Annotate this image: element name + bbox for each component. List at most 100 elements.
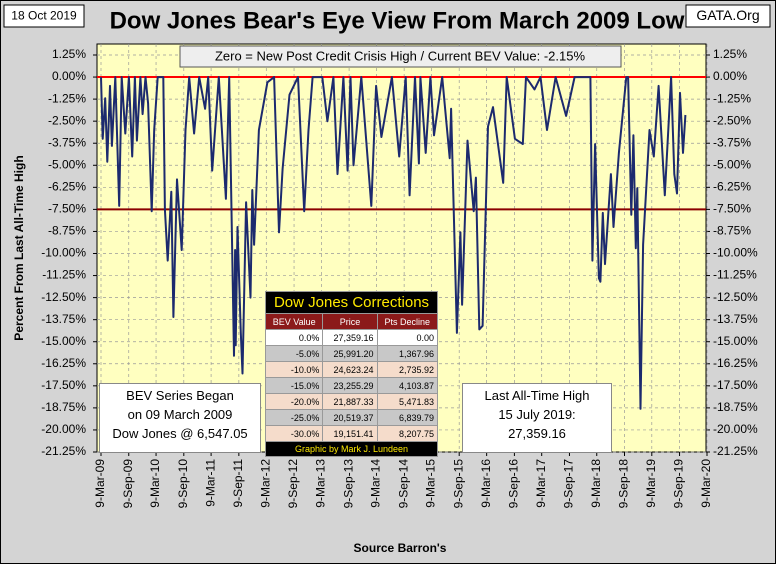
x-tick-label: 9-Mar-14 bbox=[369, 459, 383, 508]
table-row: Dow Jones Corrections bbox=[265, 291, 438, 314]
table-cell: Pts Decline bbox=[376, 313, 439, 330]
y2-tick-label: -20.00% bbox=[713, 422, 758, 436]
table-cell: 21,887.33 bbox=[322, 393, 378, 410]
corrections-table: Dow Jones Corrections BEV Value Price Pts D… bbox=[264, 291, 439, 457]
table-cell: 5,471.83 bbox=[376, 393, 439, 410]
x-tick-label: 9-Mar-18 bbox=[589, 459, 603, 508]
y2-tick-label: -6.25% bbox=[713, 180, 751, 194]
source-tag: GATA.Org bbox=[696, 7, 759, 23]
table-cell: 24,623.24 bbox=[322, 361, 378, 378]
table-cell: 8,207.75 bbox=[376, 425, 439, 442]
table-row: 0.0% 27,359.16 0.00 bbox=[264, 329, 439, 346]
table-cell: 1,367.96 bbox=[376, 345, 439, 362]
note-line: 15 July 2019: bbox=[498, 407, 576, 422]
x-tick-label: 9-Sep-09 bbox=[121, 459, 135, 509]
source-box bbox=[685, 4, 771, 28]
banner-box bbox=[179, 45, 622, 68]
table-cell: BEV Value bbox=[264, 313, 324, 330]
x-tick-label: 9-Sep-11 bbox=[231, 459, 245, 508]
y2-tick-label: -10.00% bbox=[713, 246, 758, 260]
table-cell: -10.0% bbox=[264, 361, 324, 378]
y2-tick-label: -17.50% bbox=[713, 378, 758, 392]
table-cell: 27,359.16 bbox=[322, 329, 378, 346]
chart-title: Dow Jones Bear's Eye View From March 200… bbox=[110, 7, 685, 34]
y-tick-label: -13.75% bbox=[41, 312, 86, 326]
table-row: -20.0% 21,887.33 5,471.83 bbox=[264, 393, 439, 410]
table-row: -5.0% 25,991.20 1,367.96 bbox=[264, 345, 439, 362]
y2-tick-label: -3.75% bbox=[713, 135, 751, 149]
table-cell: 19,151.41 bbox=[322, 425, 378, 442]
table-cell: -5.0% bbox=[264, 345, 324, 362]
note-line: Last All-Time High bbox=[484, 388, 590, 403]
x-tick-label: 9-Mar-09 bbox=[93, 459, 107, 508]
x-tick-label: 9-Sep-12 bbox=[286, 459, 300, 509]
table-cell: -25.0% bbox=[264, 409, 324, 426]
y-tick-label: -5.00% bbox=[48, 157, 86, 171]
banner: Zero = New Post Credit Crisis High / Cur… bbox=[215, 48, 585, 63]
y2-tick-label: -1.25% bbox=[713, 91, 751, 105]
y2-tick-label: -13.75% bbox=[713, 312, 758, 326]
y-tick-label: -10.00% bbox=[41, 246, 86, 260]
x-tick-label: 9-Mar-17 bbox=[534, 459, 548, 508]
y2-tick-label: 0.00% bbox=[713, 69, 747, 83]
x-tick-label: 9-Sep-13 bbox=[341, 459, 355, 509]
table-cell: -30.0% bbox=[264, 425, 324, 442]
y2-tick-label: 1.25% bbox=[713, 47, 747, 61]
table-row: BEV Value Price Pts Decline bbox=[264, 313, 439, 330]
table-cell: -15.0% bbox=[264, 377, 324, 394]
table-row: -25.0% 20,519.37 6,839.79 bbox=[264, 409, 439, 426]
date-label: 18 Oct 2019 bbox=[11, 9, 77, 23]
table-cell: Price bbox=[322, 313, 378, 330]
table-cell: 0.0% bbox=[264, 329, 324, 346]
y-tick-label: -18.75% bbox=[41, 400, 86, 414]
y2-tick-label: -7.50% bbox=[713, 202, 751, 216]
x-tick-label: 9-Sep-10 bbox=[176, 459, 190, 509]
y-tick-label: -11.25% bbox=[42, 268, 86, 282]
note-line: 27,359.16 bbox=[508, 426, 566, 441]
table-row: -30.0% 19,151.41 8,207.75 bbox=[264, 425, 439, 442]
note-line: Dow Jones @ 6,547.05 bbox=[112, 426, 248, 441]
note-line: BEV Series Began bbox=[126, 388, 234, 403]
y2-tick-label: -15.00% bbox=[713, 334, 758, 348]
bev-line bbox=[100, 76, 687, 410]
y2-tick-label: -21.25% bbox=[713, 444, 758, 458]
y-tick-label: -12.50% bbox=[41, 290, 86, 304]
y-tick-label: -17.50% bbox=[41, 378, 86, 392]
x-tick-label: 9-Mar-19 bbox=[644, 459, 658, 508]
x-tick-label: 9-Mar-13 bbox=[314, 459, 328, 508]
table-cell: Graphic by Mark J. Lundeen bbox=[265, 441, 438, 457]
y2-tick-label: -2.50% bbox=[713, 113, 751, 127]
table-cell: 23,255.29 bbox=[322, 377, 378, 394]
y-tick-label: 0.00% bbox=[52, 69, 86, 83]
x-tick-label: 9-Mar-12 bbox=[258, 459, 272, 508]
y-tick-label: -2.50% bbox=[48, 113, 86, 127]
x-tick-label: 9-Sep-19 bbox=[672, 459, 686, 509]
x-axis-label: Source Barron's bbox=[354, 541, 447, 555]
x-tick-label: 9-Sep-14 bbox=[396, 459, 410, 509]
table-cell: 6,839.79 bbox=[376, 409, 439, 426]
y-tick-label: -3.75% bbox=[48, 135, 86, 149]
y2-tick-label: -11.25% bbox=[713, 268, 757, 282]
y-tick-label: -15.00% bbox=[41, 334, 86, 348]
table-row: -15.0% 23,255.29 4,103.87 bbox=[264, 377, 439, 394]
table-cell: Dow Jones Corrections bbox=[265, 291, 438, 314]
y-tick-label: -6.25% bbox=[48, 180, 86, 194]
x-tick-label: 9-Mar-11 bbox=[203, 459, 217, 507]
note-box: Last All-Time High 15 July 2019: 27,359.16 bbox=[462, 383, 612, 453]
table-row: -10.0% 24,623.24 2,735.92 bbox=[264, 361, 439, 378]
x-tick-label: 9-Sep-18 bbox=[617, 459, 631, 509]
table-cell: 2,735.92 bbox=[376, 361, 439, 378]
note-line: on 09 March 2009 bbox=[127, 407, 233, 422]
x-tick-label: 9-Sep-17 bbox=[562, 459, 576, 509]
note-box: BEV Series Began on 09 March 2009 Dow Jone… bbox=[99, 383, 261, 453]
x-tick-label: 9-Mar-20 bbox=[699, 459, 713, 508]
y2-tick-label: -16.25% bbox=[713, 356, 758, 370]
table-cell: -20.0% bbox=[264, 393, 324, 410]
date-box bbox=[3, 4, 85, 28]
x-tick-label: 9-Mar-15 bbox=[424, 459, 438, 508]
y2-tick-label: -5.00% bbox=[713, 157, 751, 171]
table-cell: 25,991.20 bbox=[322, 345, 378, 362]
y2-tick-label: -12.50% bbox=[713, 290, 758, 304]
